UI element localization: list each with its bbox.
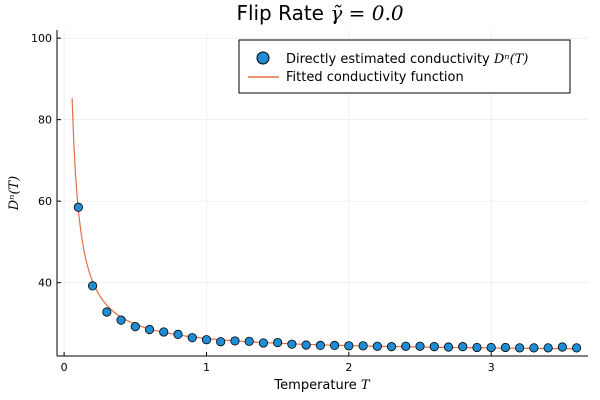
- data-point-13: [258, 338, 269, 348]
- x-tick-label-1: 1: [203, 361, 210, 374]
- data-point-21: [372, 341, 382, 351]
- x-axis-label: Temperature T: [273, 378, 370, 393]
- data-point-26: [443, 342, 454, 352]
- legend-label-scatter-math: Dⁿ(T): [493, 52, 529, 67]
- data-point-32: [529, 343, 539, 353]
- data-point-5: [144, 324, 155, 335]
- axes: [56, 30, 588, 357]
- data-point-1: [87, 281, 98, 291]
- data-point-25: [429, 342, 439, 352]
- scatter-series: [73, 202, 582, 353]
- data-point-24: [415, 341, 425, 351]
- x-ticks: 0 1 2 3: [61, 352, 495, 374]
- chart-title-math: γ̃ = 0.0: [330, 1, 404, 25]
- x-axis-label-math: T: [361, 378, 371, 393]
- data-point-18: [330, 340, 340, 351]
- y-tick-label-0: 40: [38, 277, 52, 290]
- x-tick-label-0: 0: [61, 361, 68, 374]
- data-point-4: [130, 322, 140, 332]
- data-point-31: [515, 343, 525, 353]
- data-point-8: [187, 333, 197, 343]
- data-point-11: [230, 336, 240, 346]
- data-point-29: [486, 342, 496, 353]
- legend-label-scatter: Directly estimated conductivity Dⁿ(T): [286, 52, 528, 67]
- data-point-22: [386, 342, 397, 352]
- data-point-15: [287, 339, 297, 349]
- data-point-3: [116, 315, 126, 325]
- y-tick-label-3: 100: [31, 32, 52, 45]
- data-point-10: [216, 337, 226, 347]
- legend-box: [238, 39, 571, 94]
- data-point-9: [201, 335, 212, 345]
- legend-label-scatter-text: Directly estimated conductivity: [286, 52, 490, 67]
- x-tick-label-2: 2: [345, 361, 352, 374]
- y-axis-label: Dⁿ(T): [7, 176, 22, 212]
- data-point-34: [557, 342, 567, 352]
- data-point-23: [401, 341, 411, 351]
- y-tick-label-2: 80: [38, 114, 52, 127]
- legend-marker-scatter: [256, 51, 270, 65]
- data-point-27: [458, 342, 468, 352]
- data-point-2: [102, 307, 112, 317]
- data-point-0: [73, 202, 83, 212]
- y-ticks: 40 60 80 100: [31, 32, 61, 290]
- legend: Directly estimated conductivity Dⁿ(T) Fi…: [238, 39, 571, 94]
- data-point-7: [173, 329, 183, 340]
- data-point-17: [315, 340, 325, 351]
- data-point-35: [572, 343, 582, 353]
- legend-label-line: Fitted conductivity function: [286, 70, 464, 85]
- data-point-19: [344, 341, 354, 351]
- x-tick-label-3: 3: [488, 361, 495, 374]
- data-point-6: [159, 327, 169, 337]
- data-point-20: [358, 341, 368, 351]
- data-point-30: [500, 342, 511, 353]
- x-axis-label-text: Temperature: [273, 378, 360, 393]
- y-tick-label-1: 60: [38, 195, 52, 208]
- data-point-16: [301, 340, 311, 350]
- data-point-33: [543, 343, 553, 353]
- chart-title: Flip Rate γ̃ = 0.0: [236, 1, 403, 25]
- data-point-12: [244, 336, 254, 346]
- chart-title-text: Flip Rate: [236, 1, 330, 25]
- data-point-28: [472, 342, 482, 353]
- data-point-14: [273, 337, 283, 348]
